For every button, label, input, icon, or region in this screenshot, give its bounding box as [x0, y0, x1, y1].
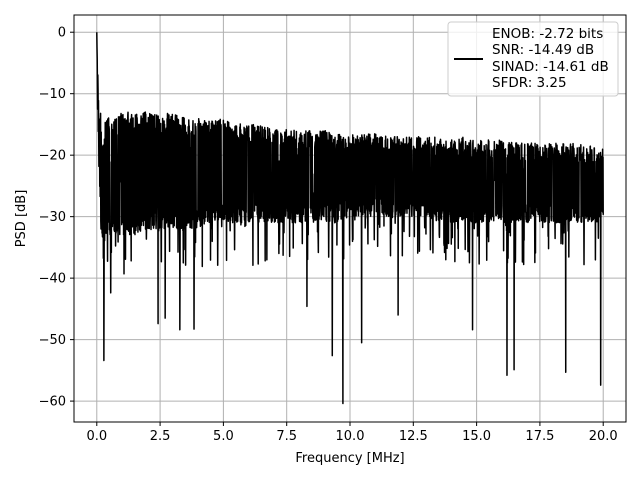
legend-enob: ENOB: -2.72 bits	[492, 26, 603, 42]
x-tick-label: 15.0	[462, 429, 491, 444]
x-tick-label: 5.0	[213, 429, 234, 444]
y-tick-label: −30	[39, 210, 66, 225]
y-tick-label: 0	[58, 26, 66, 41]
x-tick-label: 2.5	[150, 429, 171, 444]
series-psd	[96, 32, 604, 405]
x-tick-label: 17.5	[525, 429, 554, 444]
x-tick-label: 7.5	[276, 429, 297, 444]
y-tick-label: −20	[39, 149, 66, 164]
x-axis-label: Frequency [MHz]	[295, 451, 404, 466]
x-tick-label: 10.0	[336, 429, 365, 444]
y-tick-label: −60	[39, 395, 66, 410]
y-axis-label: PSD [dB]	[14, 190, 29, 248]
x-tick-label: 0.0	[86, 429, 107, 444]
x-tick-label: 12.5	[399, 429, 428, 444]
y-tick-label: −10	[39, 87, 66, 102]
legend-snr: SNR: -14.49 dB	[492, 42, 594, 58]
y-tick-label: −40	[39, 272, 66, 287]
legend-box	[447, 21, 619, 97]
axis-ticks: 0.0 2.5 5.0 7.5 10.0 12.5 15.0 17.5 20.0 0 −10 −20 −…	[39, 26, 618, 444]
y-tick-label: −50	[39, 333, 66, 348]
legend-sfdr: SFDR: 3.25	[492, 75, 567, 91]
series-line	[96, 32, 604, 405]
x-tick-label: 20.0	[589, 429, 618, 444]
legend: ENOB: -2.72 bits SNR: -14.49 dB SINAD: -…	[447, 21, 619, 97]
legend-sinad: SINAD: -14.61 dB	[492, 59, 609, 75]
